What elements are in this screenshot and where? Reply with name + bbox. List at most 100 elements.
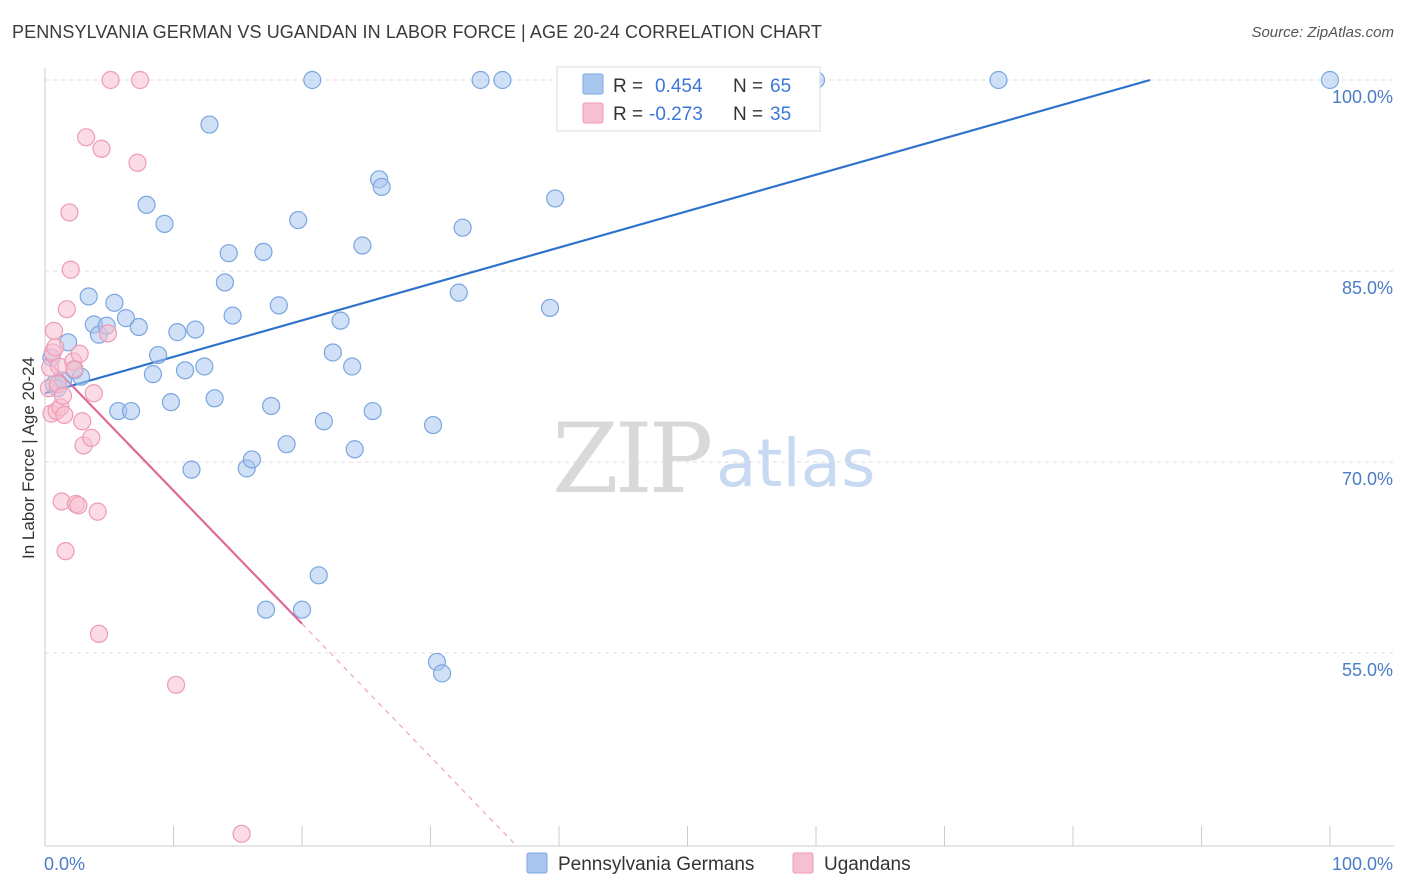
point-pennsylvania-german [195,357,214,376]
point-pennsylvania-german [493,70,512,90]
point-pennsylvania-german [546,189,565,208]
point-ugandan [44,321,64,340]
point-pennsylvania-german [363,401,382,421]
stats-r-label-pink: R = [613,104,643,125]
point-pennsylvania-german [345,440,364,459]
point-pennsylvania-german [121,401,141,421]
x-tick-label: 100.0% [1332,854,1393,874]
point-pennsylvania-german [129,317,148,337]
point-pennsylvania-german [155,214,174,233]
point-pennsylvania-german [161,393,181,412]
trend-lines [44,78,1151,844]
legend-swatch-pink [792,852,814,874]
point-pennsylvania-german [256,600,276,619]
point-ugandan [82,428,101,447]
point-ugandan [46,338,65,357]
point-pennsylvania-german [79,287,98,306]
point-ugandan [166,675,186,694]
watermark-zip: ZIP [552,403,711,515]
point-pennsylvania-german [205,389,224,408]
point-ugandan [232,824,251,843]
stats-box: R = 0.454 N = 65 R = -0.273 N = 35 [556,66,821,132]
x-tick-label: 0.0% [44,854,85,874]
stats-r-label-blue: R = [613,76,643,97]
point-ugandan [73,412,92,431]
stats-r-value-blue: 0.454 [655,76,703,97]
point-pennsylvania-german [242,450,261,469]
point-pennsylvania-german [314,412,333,431]
point-pennsylvania-german [105,293,124,312]
point-pennsylvania-german [432,664,452,683]
point-pennsylvania-german [254,242,273,261]
point-pennsylvania-german [277,435,296,454]
point-ugandan [57,300,76,319]
point-pennsylvania-german [219,244,238,263]
point-pennsylvania-german [343,357,362,376]
point-pennsylvania-german [449,283,468,302]
point-pennsylvania-german [309,566,328,585]
point-pennsylvania-german [215,273,234,292]
trend-line-pennsylvania-germans [44,78,1151,395]
legend-swatch-blue [526,852,548,874]
y-tick-label: 100.0% [1332,87,1393,107]
stats-n-value-pink: 35 [770,104,791,125]
stats-r-value-pink: -0.273 [649,104,703,125]
legend: Pennsylvania Germans Ugandans [526,852,911,875]
watermark-atlas: atlas [716,425,876,502]
stats-n-label-pink: N = [733,104,763,125]
point-pennsylvania-german [223,306,242,325]
point-ugandan [101,70,120,90]
trend-line-ugandans-extension [301,623,515,844]
point-pennsylvania-german [353,236,372,255]
stats-swatch-blue [582,73,604,95]
point-pennsylvania-german [289,210,308,230]
legend-label-pennsylvania-germans: Pennsylvania Germans [558,854,754,875]
stats-n-label-blue: N = [733,76,763,97]
point-pennsylvania-german [471,70,490,90]
point-ugandan [89,624,109,644]
point-pennsylvania-german [989,70,1008,90]
chart-title: PENNSYLVANIA GERMAN VS UGANDAN IN LABOR … [12,22,823,42]
point-ugandan [69,496,88,515]
point-ugandan [61,260,80,279]
x-tick-labels: 0.0% 100.0% [44,854,1393,874]
point-pennsylvania-german [292,600,312,619]
point-pennsylvania-german [323,343,342,362]
point-pennsylvania-german [148,345,168,365]
point-ugandan [130,70,150,90]
point-pennsylvania-german [262,396,281,416]
point-ugandan [56,542,75,561]
y-axis-label: In Labor Force | Age 20-24 [19,357,38,559]
point-ugandan [128,153,147,172]
point-pennsylvania-german [182,460,201,479]
point-ugandan [65,359,84,379]
y-tick-labels: 55.0% 70.0% 85.0% 100.0% [1332,87,1393,680]
source-credit: Source: ZipAtlas.com [1251,24,1394,41]
point-pennsylvania-german [175,361,195,380]
point-ugandan [77,128,96,147]
point-pennsylvania-german [423,415,443,435]
point-ugandan [84,384,103,403]
point-pennsylvania-german [303,70,322,90]
point-pennsylvania-german [331,311,350,330]
point-pennsylvania-german [269,296,288,315]
legend-label-ugandans: Ugandans [824,854,911,875]
stats-n-value-blue: 65 [770,76,791,97]
axes [44,68,1394,847]
data-points [39,70,1340,843]
point-pennsylvania-german [143,365,163,384]
watermark: ZIP atlas [552,403,876,515]
point-pennsylvania-german [372,177,391,197]
point-pennsylvania-german [453,218,472,237]
point-pennsylvania-german [200,115,219,134]
y-tick-label: 70.0% [1342,469,1393,489]
y-tick-label: 55.0% [1342,660,1393,680]
point-ugandan [92,139,111,158]
point-pennsylvania-german [168,323,187,342]
point-ugandan [55,405,74,424]
point-pennsylvania-german [186,320,205,339]
point-ugandan [70,344,89,363]
stats-swatch-pink [582,102,604,124]
point-pennsylvania-german [540,298,560,318]
